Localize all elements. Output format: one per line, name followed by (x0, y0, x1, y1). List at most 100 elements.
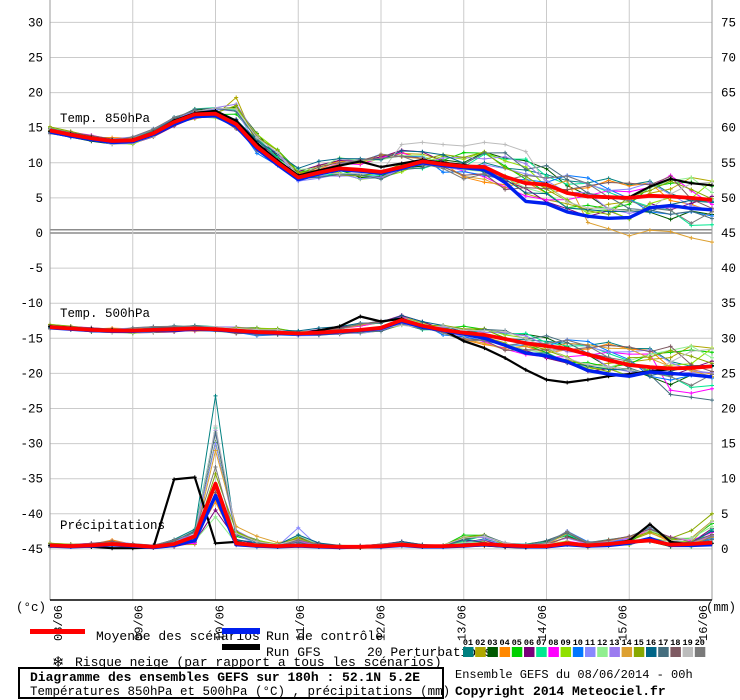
perturbation-number: 02 (475, 638, 485, 648)
ensemble-mean-t850 (49, 111, 713, 202)
perturbation-number: 16 (646, 638, 656, 648)
legend-perturbations-title: 20 Perturbations (367, 645, 492, 660)
x-date-label: 16/06 (697, 605, 711, 641)
left-tick-label: -40 (20, 508, 43, 522)
perturbation-color-swatch (524, 647, 535, 657)
right-tick-label: 45 (721, 227, 736, 241)
perturbation-color-swatch (646, 647, 657, 657)
perturbation-color-swatch (499, 647, 511, 657)
perturbation-swatches: 01 02 03 04 05 06 07 08 09 10 11 12 13 14 15 16 17 18 19 20 (463, 638, 706, 657)
perturbation-number: 20 (695, 638, 705, 648)
perturbation-number: 01 (463, 638, 473, 648)
right-axis-unit-label: (mm) (706, 601, 736, 615)
perturbation-color-swatch (585, 647, 596, 657)
perturbation-color-swatch (694, 647, 706, 657)
perturbation-number: 05 (512, 638, 522, 648)
right-tick-label: 10 (721, 473, 736, 487)
perturbation-color-swatch (621, 647, 633, 657)
perturbation-color-swatch (682, 647, 694, 657)
footer-title-box (18, 667, 444, 699)
right-tick-label: 25 (721, 367, 736, 381)
panel-label-500: Temp. 500hPa (60, 307, 151, 321)
left-tick-label: -15 (20, 332, 43, 346)
left-tick-label: -30 (20, 438, 43, 452)
right-tick-label: 50 (721, 192, 736, 206)
x-date-label: 08/06 (52, 605, 66, 641)
perturbation-color-swatch (463, 647, 474, 657)
perturbation-number: 12 (597, 638, 607, 648)
snowflake-icon: ❄ (52, 653, 65, 671)
right-tick-label: 35 (721, 297, 736, 311)
ensemble-mean-t500 (49, 318, 713, 371)
footer-subtitle: Températures 850hPa et 500hPa (°C) , pré… (30, 685, 450, 699)
left-tick-label: -45 (20, 543, 43, 557)
perturbation-number: 09 (560, 638, 570, 648)
x-date-label: 09/06 (133, 605, 147, 641)
perturbation-number: 08 (548, 638, 558, 648)
legend-control-label: Run de contrôle (266, 629, 383, 644)
perturbation-color-swatch (511, 647, 523, 657)
legend-gfs-swatch (222, 644, 260, 650)
left-tick-label: 0 (35, 227, 43, 241)
legend-gfs-label: Run GFS (266, 645, 321, 660)
perturbation-number: 14 (621, 638, 631, 648)
perturbation-color-swatch (597, 647, 608, 657)
footer-copyright: Copyright 2014 Meteociel.fr (455, 684, 666, 699)
perturbation-color-swatch (560, 647, 572, 657)
right-tick-label: 65 (721, 87, 736, 101)
left-tick-label: 25 (28, 52, 43, 66)
x-date-label: 11/06 (294, 605, 308, 641)
right-tick-label: 70 (721, 52, 736, 66)
right-tick-label: 30 (721, 332, 736, 346)
perturbation-number: 15 (634, 638, 644, 648)
perturbation-number: 06 (524, 638, 534, 648)
left-tick-label: -10 (20, 297, 43, 311)
left-axis-unit-label: (°c) (16, 601, 46, 615)
perturbation-number: 10 (573, 638, 583, 648)
x-date-label: 15/06 (617, 605, 631, 641)
left-tick-label: 20 (28, 87, 43, 101)
right-tick-label: 60 (721, 122, 736, 136)
left-tick-label: 15 (28, 122, 43, 136)
legend-control-swatch (222, 628, 260, 634)
perturbation-color-swatch (670, 647, 681, 657)
right-tick-label: 15 (721, 438, 736, 452)
perturbation-number: 04 (499, 638, 509, 648)
perturbation-number: 03 (487, 638, 497, 648)
perturbation-color-swatch (572, 647, 584, 657)
left-tick-label: 10 (28, 157, 43, 171)
perturbation-color-swatch (658, 647, 669, 657)
left-tick-label: 5 (35, 192, 43, 206)
right-tick-label: 5 (721, 508, 729, 522)
perturbation-number: 18 (670, 638, 680, 648)
panel-label-850: Temp. 850hPa (60, 112, 151, 126)
legend-mean-label: Moyenne des scénarios (96, 629, 260, 644)
left-tick-label: 30 (28, 16, 43, 30)
x-date-label: 13/06 (455, 605, 469, 641)
right-tick-label: 20 (721, 403, 736, 417)
perturbation-number: 11 (585, 638, 595, 648)
left-tick-label: -20 (20, 367, 43, 381)
perturbation-number: 07 (536, 638, 546, 648)
right-tick-label: 40 (721, 262, 736, 276)
perturbation-color-swatch (487, 647, 498, 657)
right-tick-label: 75 (721, 16, 736, 30)
perturbation-color-swatch (475, 647, 486, 657)
panel-label-precip: Précipitations (60, 519, 165, 533)
left-tick-label: -35 (20, 473, 43, 487)
x-date-label: 12/06 (375, 605, 389, 641)
left-tick-label: -5 (28, 262, 43, 276)
perturbation-color-swatch (633, 647, 645, 657)
x-date-label: 14/06 (536, 605, 550, 641)
right-tick-label: 55 (721, 157, 736, 171)
perturbation-color-swatch (536, 647, 547, 657)
legend-mean-swatch (30, 629, 85, 634)
legend-snow-risk-label: Risque neige (par rapport a tous les scé… (75, 655, 442, 670)
perturbation-number: 19 (682, 638, 692, 648)
footer-title: Diagramme des ensembles GEFS sur 180h : … (30, 670, 420, 685)
footer-run-info: Ensemble GEFS du 08/06/2014 - 00h (455, 668, 693, 682)
curves-layer (48, 95, 714, 551)
